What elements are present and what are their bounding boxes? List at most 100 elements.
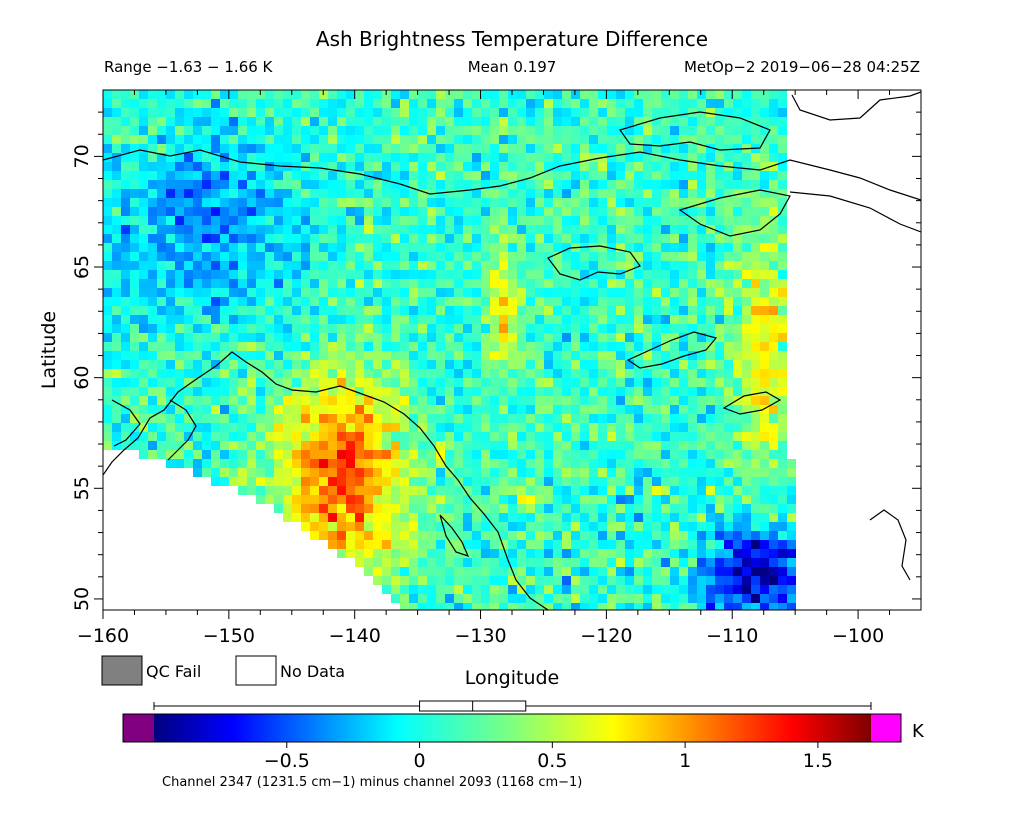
- heatmap-cell: [112, 360, 121, 369]
- heatmap-cell: [364, 405, 373, 414]
- heatmap-cell: [382, 414, 391, 423]
- heatmap-cell: [580, 324, 589, 333]
- heatmap-cell: [652, 468, 661, 477]
- heatmap-cell: [319, 360, 328, 369]
- heatmap-cell: [319, 387, 328, 396]
- heatmap-cell: [400, 297, 409, 306]
- heatmap-cell: [256, 414, 265, 423]
- heatmap-cell: [238, 351, 247, 360]
- heatmap-cell: [400, 378, 409, 387]
- heatmap-cell: [274, 306, 283, 315]
- heatmap-cell: [670, 432, 679, 441]
- heatmap-cell: [364, 423, 373, 432]
- heatmap-cell: [409, 369, 418, 378]
- heatmap-cell: [292, 513, 301, 522]
- heatmap-cell: [616, 378, 625, 387]
- heatmap-cell: [634, 171, 643, 180]
- heatmap-cell: [769, 549, 778, 558]
- heatmap-cell: [310, 405, 319, 414]
- heatmap-cell: [643, 459, 652, 468]
- heatmap-cell: [346, 117, 355, 126]
- heatmap-cell: [427, 486, 436, 495]
- heatmap-cell: [193, 198, 202, 207]
- heatmap-cell: [652, 207, 661, 216]
- heatmap-cell: [787, 522, 796, 531]
- heatmap-cell: [409, 225, 418, 234]
- heatmap-cell: [490, 378, 499, 387]
- heatmap-cell: [724, 99, 733, 108]
- heatmap-cell: [778, 540, 787, 549]
- heatmap-cell: [481, 477, 490, 486]
- heatmap-cell: [454, 207, 463, 216]
- heatmap-cell: [283, 468, 292, 477]
- heatmap-cell: [553, 207, 562, 216]
- heatmap-cell: [589, 108, 598, 117]
- heatmap-cell: [184, 252, 193, 261]
- heatmap-cell: [769, 315, 778, 324]
- heatmap-cell: [166, 378, 175, 387]
- heatmap-cell: [166, 261, 175, 270]
- heatmap-cell: [337, 540, 346, 549]
- heatmap-cell: [247, 378, 256, 387]
- heatmap-cell: [418, 468, 427, 477]
- heatmap-cell: [544, 117, 553, 126]
- heatmap-cell: [364, 126, 373, 135]
- heatmap-cell: [121, 117, 130, 126]
- heatmap-cell: [364, 495, 373, 504]
- heatmap-cell: [247, 459, 256, 468]
- heatmap-cell: [121, 279, 130, 288]
- heatmap-cell: [310, 396, 319, 405]
- heatmap-cell: [589, 585, 598, 594]
- heatmap-cell: [580, 459, 589, 468]
- heatmap-cell: [184, 288, 193, 297]
- heatmap-cell: [724, 324, 733, 333]
- heatmap-cell: [130, 108, 139, 117]
- heatmap-cell: [625, 414, 634, 423]
- heatmap-cell: [292, 198, 301, 207]
- heatmap-cell: [643, 585, 652, 594]
- heatmap-cell: [670, 324, 679, 333]
- heatmap-cell: [130, 261, 139, 270]
- heatmap-cell: [175, 414, 184, 423]
- heatmap-cell: [598, 225, 607, 234]
- heatmap-cell: [562, 558, 571, 567]
- heatmap-cell: [130, 414, 139, 423]
- hudson-bay-north-coast: [791, 91, 921, 121]
- heatmap-cell: [238, 99, 247, 108]
- heatmap-cell: [751, 378, 760, 387]
- heatmap-cell: [157, 450, 166, 459]
- heatmap-cell: [634, 252, 643, 261]
- heatmap-cell: [643, 180, 652, 189]
- heatmap-cell: [571, 405, 580, 414]
- heatmap-cell: [679, 432, 688, 441]
- heatmap-cell: [463, 306, 472, 315]
- heatmap-cell: [697, 180, 706, 189]
- heatmap-cell: [580, 540, 589, 549]
- heatmap-cell: [184, 369, 193, 378]
- heatmap-cell: [319, 432, 328, 441]
- heatmap-cell: [130, 207, 139, 216]
- heatmap-cell: [436, 558, 445, 567]
- heatmap-cell: [706, 378, 715, 387]
- heatmap-cell: [688, 225, 697, 234]
- heatmap-cell: [697, 513, 706, 522]
- heatmap-cell: [751, 549, 760, 558]
- heatmap-cell: [103, 405, 112, 414]
- heatmap-cell: [175, 333, 184, 342]
- heatmap-cell: [400, 603, 409, 610]
- heatmap-cell: [607, 108, 616, 117]
- heatmap-cell: [688, 108, 697, 117]
- heatmap-cell: [445, 441, 454, 450]
- heatmap-cell: [589, 315, 598, 324]
- heatmap-cell: [445, 243, 454, 252]
- heatmap-cell: [706, 414, 715, 423]
- heatmap-cell: [778, 99, 787, 108]
- heatmap-cell: [427, 441, 436, 450]
- heatmap-cell: [103, 144, 112, 153]
- heatmap-cell: [193, 135, 202, 144]
- heatmap-cell: [391, 459, 400, 468]
- heatmap-cell: [499, 495, 508, 504]
- heatmap-cell: [634, 495, 643, 504]
- heatmap-cell: [418, 171, 427, 180]
- heatmap-cell: [436, 486, 445, 495]
